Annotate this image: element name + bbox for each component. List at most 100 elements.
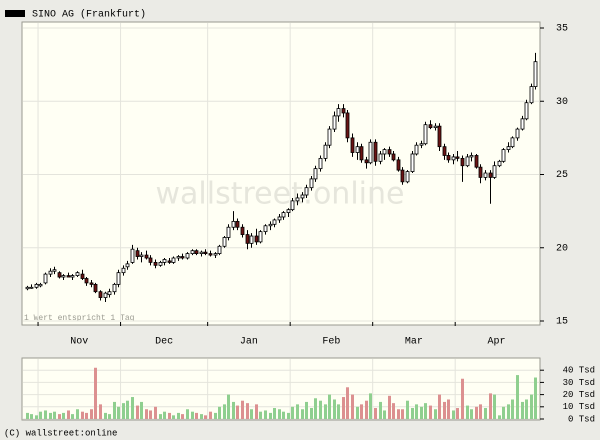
volume-bar	[58, 414, 61, 419]
candle-body	[98, 291, 103, 298]
y-tick-label: 30	[556, 97, 568, 108]
volume-bar	[369, 393, 372, 419]
volume-bar	[181, 414, 184, 419]
candle-body	[75, 272, 80, 276]
candle-body	[341, 108, 346, 114]
candle-body	[332, 115, 337, 130]
volume-bar	[296, 404, 299, 419]
candle-body	[66, 275, 71, 278]
candle-body	[199, 251, 204, 255]
volume-bar	[484, 408, 487, 419]
candle-body	[327, 128, 332, 146]
volume-bar	[383, 410, 386, 419]
candle-body	[318, 157, 323, 170]
candle-body	[61, 275, 66, 278]
volume-bar	[163, 411, 166, 419]
candle-body	[180, 256, 185, 259]
volume-bar	[236, 405, 239, 419]
candle-body	[290, 200, 295, 211]
candle-body	[529, 86, 534, 104]
candle-body	[520, 118, 525, 130]
volume-bar	[209, 411, 212, 419]
volume-bar	[104, 412, 107, 419]
candle-body	[222, 237, 227, 247]
volume-bar	[493, 394, 496, 419]
candle-body	[313, 168, 318, 180]
candle-body	[107, 291, 112, 296]
volume-bar	[200, 414, 203, 419]
candle-body	[254, 235, 259, 243]
volume-bar	[218, 406, 221, 419]
volume-bar	[26, 412, 29, 419]
candle-body	[89, 282, 94, 285]
volume-bar	[282, 411, 285, 419]
candle-body	[240, 226, 245, 235]
volume-bar	[154, 406, 157, 419]
candle-body	[125, 263, 130, 268]
candle-body	[144, 254, 149, 259]
candle-body	[171, 257, 176, 263]
volume-bar	[342, 397, 345, 419]
volume-bar	[278, 409, 281, 419]
candle-body	[103, 292, 108, 298]
volume-bar	[44, 410, 47, 419]
candle-body	[400, 169, 405, 183]
candle-body	[336, 108, 341, 117]
volume-bar	[246, 403, 249, 419]
candle-body	[451, 156, 456, 161]
candle-body	[414, 144, 419, 155]
candle-body	[286, 209, 291, 213]
candle-body	[272, 219, 277, 225]
volume-bar	[507, 404, 510, 419]
candle-body	[396, 159, 401, 171]
volume-bar	[140, 401, 143, 419]
volume-bar	[406, 400, 409, 419]
candle-body	[52, 269, 57, 272]
candle-body	[373, 141, 378, 162]
candle-body	[235, 220, 240, 228]
volume-bar	[470, 409, 473, 419]
candle-body	[391, 153, 396, 161]
candle-body	[309, 178, 314, 189]
volume-tick-label: 20 Tsd	[563, 390, 595, 400]
candle-body	[345, 112, 350, 139]
candle-body	[300, 194, 305, 199]
volume-bar	[113, 401, 116, 419]
candle-body	[515, 128, 520, 139]
candle-body	[245, 234, 250, 244]
candle-body	[533, 61, 538, 88]
volume-bar	[126, 400, 129, 419]
volume-bar	[269, 412, 272, 419]
candle-body	[226, 226, 231, 238]
candle-body	[455, 156, 460, 159]
volume-bar	[81, 411, 84, 419]
candle-body	[249, 235, 254, 244]
volume-bar	[122, 403, 125, 419]
volume-bar	[475, 406, 478, 419]
marks	[25, 52, 538, 419]
candle-body	[304, 187, 309, 196]
volume-bar	[443, 401, 446, 419]
candle-body	[460, 157, 465, 167]
candle-body	[268, 223, 273, 227]
volume-bar	[420, 406, 423, 419]
candle-body	[446, 155, 451, 161]
volume-bar	[314, 398, 317, 419]
volume-bar	[191, 411, 194, 419]
volume-bar	[534, 377, 537, 419]
volume-bar	[177, 412, 180, 419]
volume-bar	[324, 404, 327, 419]
candle-body	[483, 172, 488, 178]
candle-body	[497, 160, 502, 167]
volume-bar	[337, 404, 340, 419]
candle-body	[57, 272, 62, 278]
candle-body	[48, 270, 53, 275]
volume-bar	[310, 408, 313, 419]
candle-body	[194, 250, 199, 255]
candle-body	[410, 153, 415, 172]
volume-bar	[204, 415, 207, 419]
watermark: wallstreet:online	[156, 177, 405, 212]
volume-bar	[502, 406, 505, 419]
candle-body	[364, 159, 369, 164]
